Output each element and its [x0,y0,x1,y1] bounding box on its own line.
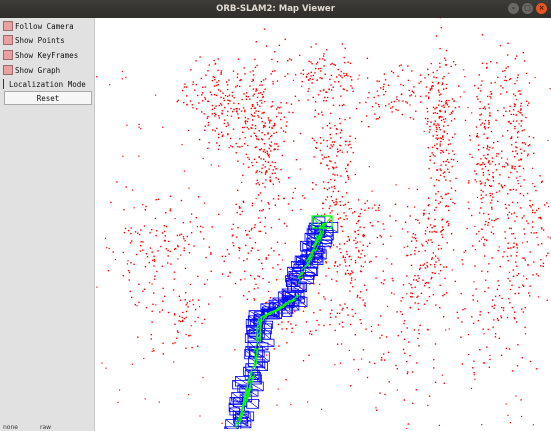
keyframe-trajectory [225,217,338,429]
show-keyframes-option[interactable]: Show KeyFrames [3,48,78,62]
map-viewport[interactable] [96,18,551,429]
title-bar[interactable]: ORB-SLAM2: Map Viewer – □ × [0,0,551,18]
show-keyframes-label: Show KeyFrames [15,51,78,60]
window-title: ORB-SLAM2: Map Viewer [216,0,335,18]
map-canvas[interactable] [96,18,551,429]
bottom-strip-text-1: none [3,425,18,431]
show-points-option[interactable]: Show Points [3,33,65,47]
localization-mode-option[interactable]: Localization Mode [3,77,86,91]
show-points-checkbox[interactable] [3,35,13,45]
localization-mode-checkbox[interactable] [3,79,5,89]
window-controls: – □ × [508,3,547,14]
show-keyframes-checkbox[interactable] [3,50,13,60]
show-graph-checkbox[interactable] [3,65,13,75]
close-button[interactable]: × [536,3,547,14]
follow-camera-label: Follow Camera [15,22,74,31]
bottom-strip-text-2: raw [40,425,51,431]
maximize-button[interactable]: □ [522,3,533,14]
control-panel: Follow Camera Show Points Show KeyFrames… [0,18,95,431]
show-points-label: Show Points [15,36,65,45]
follow-camera-checkbox[interactable] [3,21,13,31]
localization-mode-label: Localization Mode [9,80,86,89]
reset-button[interactable]: Reset [4,91,92,105]
bottom-strip: none raw [0,425,551,431]
show-graph-option[interactable]: Show Graph [3,63,60,77]
minimize-button[interactable]: – [508,3,519,14]
follow-camera-option[interactable]: Follow Camera [3,19,74,33]
show-graph-label: Show Graph [15,66,60,75]
